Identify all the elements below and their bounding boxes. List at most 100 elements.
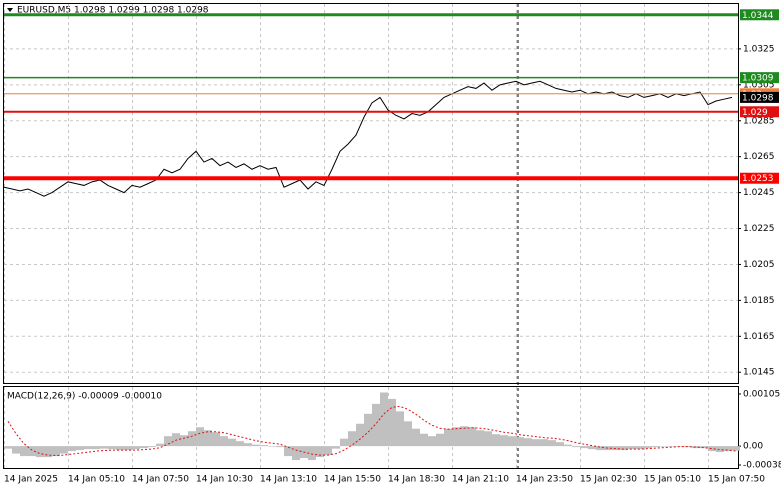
macd-bar [308, 446, 316, 461]
macd-bar [268, 446, 276, 447]
y-tick-label: 1.0205 [743, 260, 775, 270]
macd-bar [732, 446, 740, 451]
macd-bar [28, 446, 36, 457]
macd-bar [316, 446, 324, 458]
level-tag [740, 172, 779, 184]
x-tick-label: 14 Jan 21:10 [452, 475, 509, 485]
macd-bar [652, 446, 660, 448]
macd-bar [580, 446, 588, 449]
level-tag-label: 1.0253 [742, 174, 774, 184]
macd-bar [332, 446, 340, 449]
macd-bar [684, 446, 692, 448]
macd-bar [372, 403, 380, 447]
macd-bar [468, 427, 476, 447]
x-tick-label: 15 Jan 02:30 [580, 475, 637, 485]
macd-bar [116, 446, 124, 451]
macd-bar [628, 446, 636, 450]
macd-bar [612, 446, 620, 451]
macd-bar [692, 446, 700, 449]
y-tick-label: 1.0225 [743, 224, 775, 234]
macd-bar [620, 446, 628, 451]
macd-bar [252, 444, 260, 447]
x-tick-label: 14 Jan 2025 [4, 475, 58, 485]
macd-bar [516, 437, 524, 447]
macd-bar [532, 439, 540, 447]
macd-bar [548, 440, 556, 447]
level-tag [740, 72, 779, 84]
macd-bar [556, 442, 564, 447]
macd-bar [76, 446, 84, 451]
level-tag-label: 1.0344 [742, 11, 774, 21]
level-tag [740, 106, 779, 118]
macd-bar [396, 411, 404, 447]
macd-bar [636, 446, 644, 450]
macd-bar [340, 438, 348, 447]
macd-bar [524, 438, 532, 447]
macd-title: MACD(12,26,9) -0.00009 -0.00010 [7, 392, 162, 402]
macd-bar [460, 426, 468, 447]
macd-bar [124, 446, 132, 451]
macd-bar [220, 436, 228, 447]
macd-frame [3, 386, 739, 469]
menu-arrow [7, 8, 13, 12]
macd-bar [36, 446, 44, 458]
macd-bar [180, 435, 188, 447]
y-tick-label: 1.0265 [743, 152, 775, 162]
macd-bar [212, 432, 220, 447]
macd-bar [236, 441, 244, 447]
y-tick-label: 1.0165 [743, 332, 775, 342]
macd-bar [412, 428, 420, 447]
macd-bar [52, 446, 60, 457]
macd-bar [284, 446, 292, 457]
x-tick-label: 14 Jan 05:10 [68, 475, 125, 485]
macd-bar [436, 433, 444, 447]
x-tick-label: 14 Jan 13:10 [260, 475, 317, 485]
x-tick-label: 15 Jan 05:10 [644, 475, 701, 485]
macd-bar [292, 446, 300, 461]
macd-bar [244, 443, 252, 447]
y-tick-label: 0.00105 [743, 389, 780, 399]
price-frame [3, 3, 739, 384]
macd-bar [204, 430, 212, 447]
macd-bar [564, 444, 572, 447]
macd-bar [716, 446, 724, 453]
macd-bar [132, 446, 140, 450]
x-tick-label: 14 Jan 15:50 [324, 475, 381, 485]
x-tick-label: 14 Jan 10:30 [196, 475, 253, 485]
y-tick-label: 1.0145 [743, 368, 775, 378]
y-tick-label: 1.0185 [743, 296, 775, 306]
macd-bar [148, 446, 156, 448]
level-tag [740, 91, 779, 103]
macd-bar [724, 446, 732, 452]
y-tick-label: 1.0245 [743, 188, 775, 198]
y-tick-label: 1.0285 [743, 116, 775, 126]
y-tick-label: 0.00 [743, 442, 763, 452]
level-tag-label: 1.0309 [742, 74, 774, 84]
macd-bar [660, 446, 668, 447]
y-tick-label: 1.0325 [743, 44, 775, 54]
level-tag [740, 9, 779, 21]
macd-bar [196, 427, 204, 447]
macd-bar [68, 446, 76, 452]
macd-bar [388, 398, 396, 447]
macd-bar [348, 431, 356, 447]
macd-bar [100, 446, 108, 449]
macd-bar [604, 446, 612, 451]
chart-title: EURUSD,M5 1.0298 1.0299 1.0298 1.0298 [17, 6, 209, 16]
macd-bar [492, 434, 500, 447]
macd-bar [92, 446, 100, 450]
macd-bar [156, 443, 164, 447]
macd-bar [380, 392, 388, 447]
x-tick-label: 15 Jan 07:50 [708, 475, 765, 485]
macd-bar [260, 445, 268, 447]
macd-bar [508, 436, 516, 447]
macd-bar [356, 423, 364, 447]
macd-bar [572, 446, 580, 448]
macd-bar [188, 431, 196, 447]
y-tick-label: -0.00038 [743, 461, 781, 471]
macd-bar [676, 446, 684, 447]
macd-bar [44, 446, 52, 458]
macd-bar [404, 421, 412, 447]
macd-bar [596, 446, 604, 451]
macd-bar [452, 427, 460, 447]
